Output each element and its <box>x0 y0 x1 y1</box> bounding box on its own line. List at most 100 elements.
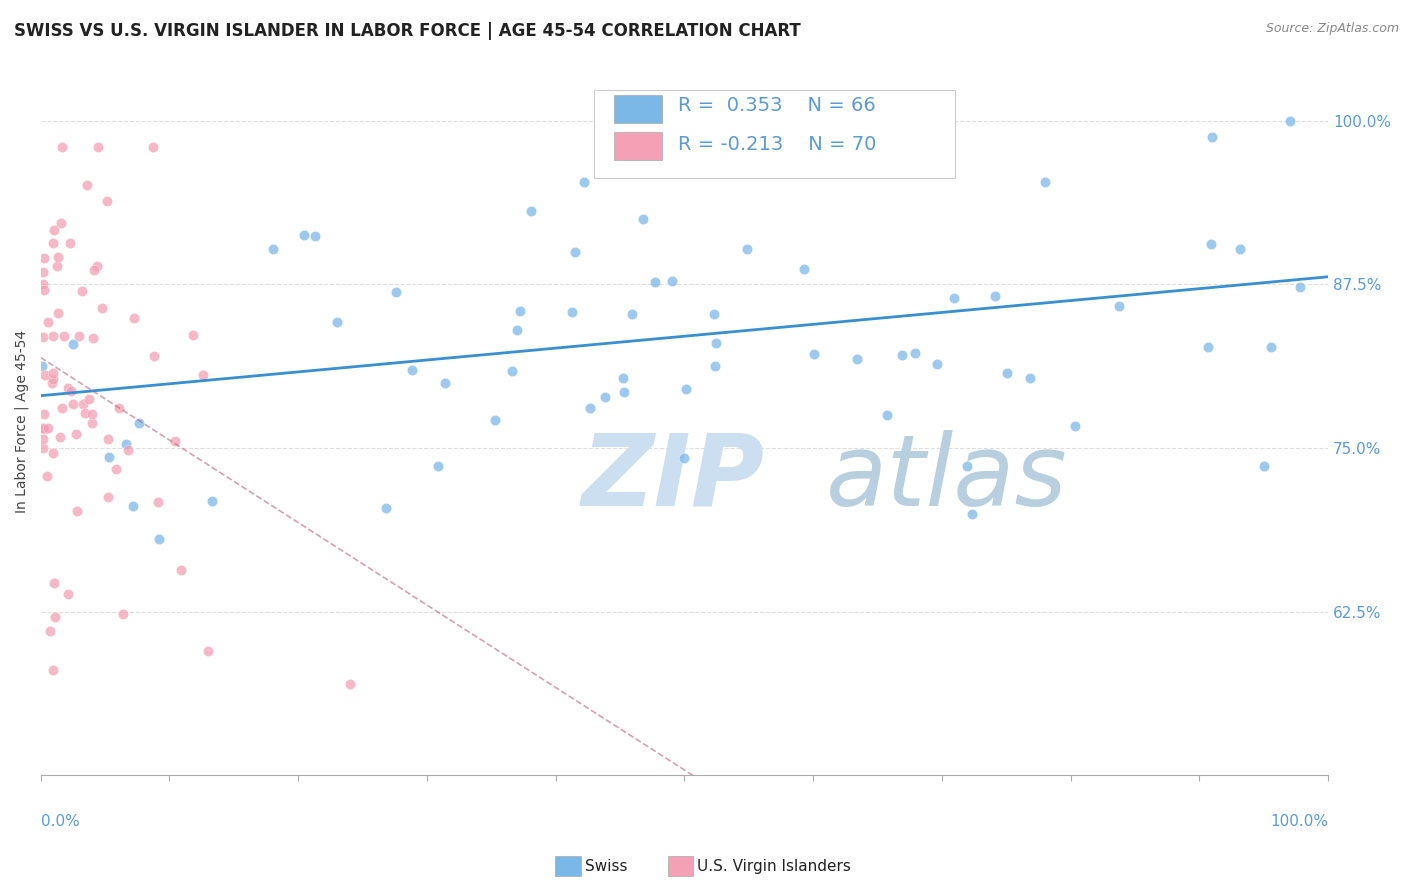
Point <box>42 235 65 250</box>
Point <box>97 432 120 446</box>
Point <box>51 401 73 416</box>
Point <box>163 434 186 448</box>
Point <box>675 382 697 396</box>
Point <box>326 315 349 329</box>
Point <box>96 194 118 208</box>
Point <box>37 468 59 483</box>
Point <box>1108 299 1130 313</box>
Point <box>65 427 87 442</box>
FancyBboxPatch shape <box>595 90 955 178</box>
Point <box>925 357 948 371</box>
Point <box>34 368 56 383</box>
Point <box>1229 242 1251 256</box>
Point <box>509 304 531 318</box>
Point <box>262 242 284 256</box>
Point <box>76 178 98 193</box>
Point <box>46 306 69 320</box>
Point <box>42 664 65 678</box>
Point <box>673 451 696 466</box>
Text: 0.0%: 0.0% <box>41 814 79 829</box>
Point <box>31 359 53 373</box>
Point <box>87 140 110 154</box>
Point <box>72 397 94 411</box>
Point <box>620 308 643 322</box>
Point <box>114 437 136 451</box>
Point <box>484 413 506 427</box>
Text: ZIP: ZIP <box>581 430 765 527</box>
Point <box>42 329 65 343</box>
Point <box>704 336 727 351</box>
Text: Swiss: Swiss <box>585 859 627 873</box>
FancyBboxPatch shape <box>613 132 662 161</box>
Point <box>32 265 55 279</box>
Point <box>644 275 666 289</box>
Point <box>148 532 170 546</box>
Point <box>339 676 361 690</box>
Point <box>904 346 927 360</box>
Point <box>703 307 725 321</box>
Point <box>75 406 97 420</box>
Point <box>501 363 523 377</box>
Point <box>612 371 634 385</box>
Point <box>613 384 636 399</box>
Point <box>42 366 65 380</box>
Point <box>32 330 55 344</box>
Point <box>80 407 103 421</box>
Point <box>520 204 543 219</box>
Point <box>142 140 165 154</box>
Point <box>32 252 55 266</box>
Point <box>564 244 586 259</box>
Point <box>77 392 100 407</box>
Point <box>42 372 65 386</box>
Point <box>593 390 616 404</box>
Point <box>82 331 104 345</box>
Point <box>375 501 398 516</box>
Point <box>83 263 105 277</box>
Point <box>62 337 84 351</box>
Point <box>891 347 914 361</box>
Point <box>956 458 979 473</box>
Point <box>995 366 1018 380</box>
Point <box>578 401 600 415</box>
Text: Source: ZipAtlas.com: Source: ZipAtlas.com <box>1265 22 1399 36</box>
Point <box>49 430 72 444</box>
Point <box>91 301 114 316</box>
Point <box>401 363 423 377</box>
Point <box>32 407 55 421</box>
Point <box>181 328 204 343</box>
Point <box>45 259 67 273</box>
Point <box>37 421 59 435</box>
Point <box>1253 458 1275 473</box>
Point <box>1197 340 1219 354</box>
Point <box>53 329 76 343</box>
Point <box>80 416 103 430</box>
Point <box>191 368 214 382</box>
Point <box>32 442 55 456</box>
Point <box>42 223 65 237</box>
Point <box>876 408 898 422</box>
Point <box>108 401 131 416</box>
Point <box>58 587 80 601</box>
Point <box>943 291 966 305</box>
Point <box>1278 113 1301 128</box>
Point <box>51 140 73 154</box>
Text: U.S. Virgin Islanders: U.S. Virgin Islanders <box>697 859 851 873</box>
Point <box>42 445 65 459</box>
FancyBboxPatch shape <box>613 95 662 123</box>
Point <box>561 304 583 318</box>
Point <box>32 277 55 291</box>
Point <box>49 216 72 230</box>
Point <box>86 259 108 273</box>
Point <box>846 351 869 366</box>
Point <box>201 493 224 508</box>
Point <box>62 396 84 410</box>
Point <box>1064 418 1087 433</box>
Point <box>66 504 89 518</box>
Point <box>128 416 150 430</box>
Point <box>97 490 120 504</box>
Point <box>506 323 529 337</box>
Point <box>1199 236 1222 251</box>
Point <box>41 376 63 391</box>
Point <box>39 624 62 638</box>
Point <box>197 644 219 658</box>
